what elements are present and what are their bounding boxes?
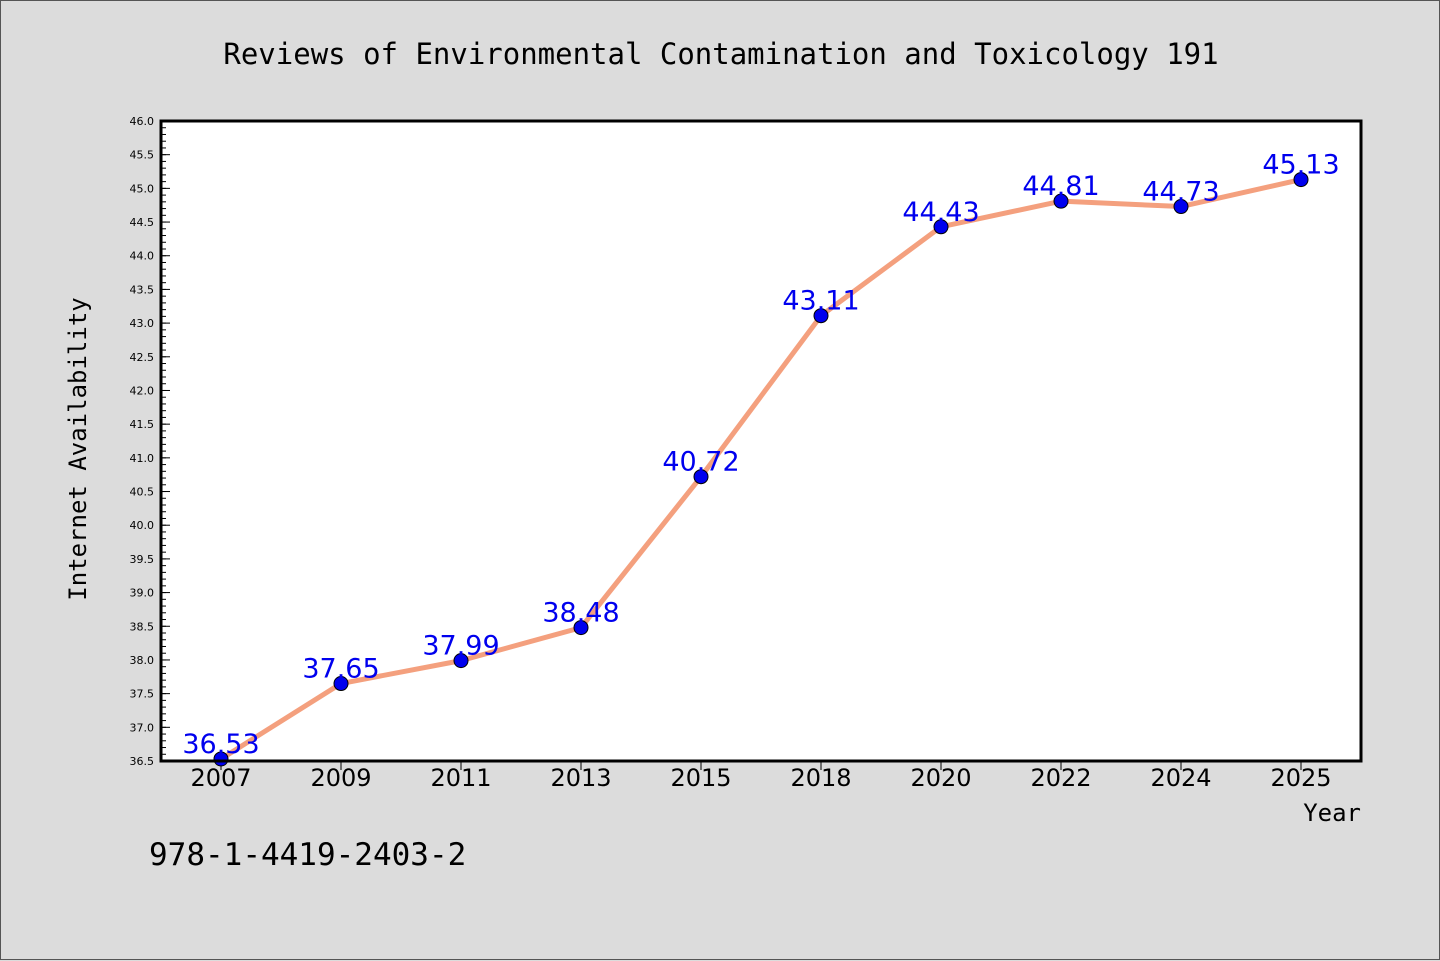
data-label: 40.72 <box>662 447 739 478</box>
y-tick-label: 42.0 <box>130 384 155 397</box>
series-layer: 36.53 37.65 37.99 38.48 40.72 43.11 44.43 44.81… <box>182 150 1340 767</box>
plot-frame <box>159 119 1363 763</box>
chart-title: Reviews of Environmental Contamination a… <box>223 37 1218 71</box>
data-label: 44.81 <box>1022 171 1099 202</box>
data-label: 36.53 <box>182 729 259 760</box>
data-point <box>573 620 589 636</box>
y-tick-label: 39.0 <box>130 587 155 600</box>
y-tick-label: 37.5 <box>130 688 155 701</box>
x-tick-label: 2011 <box>430 764 491 792</box>
y-tick-label: 40.0 <box>130 519 155 532</box>
y-tick-label: 38.0 <box>130 654 155 667</box>
data-label: 44.43 <box>902 197 979 228</box>
x-tick-label: 2020 <box>910 764 971 792</box>
y-tick-label: 38.5 <box>130 620 155 633</box>
y-tick-label: 45.0 <box>130 182 155 195</box>
y-tick-label: 45.5 <box>130 149 155 162</box>
y-axis-label: Internet Availability <box>64 297 92 600</box>
y-tick-label: 44.5 <box>130 216 155 229</box>
plot-area <box>161 121 1361 761</box>
data-label: 38.48 <box>542 598 619 629</box>
x-tick-label: 2018 <box>790 764 851 792</box>
data-label: 37.99 <box>422 631 499 662</box>
x-tick-label: 2013 <box>550 764 611 792</box>
data-point <box>813 308 829 324</box>
data-point <box>693 469 709 485</box>
y-tick-label: 42.5 <box>130 351 155 364</box>
data-point <box>1293 172 1309 188</box>
data-point <box>453 653 469 669</box>
data-label: 45.13 <box>1262 150 1339 181</box>
data-point <box>1053 193 1069 209</box>
y-tick-label: 46.0 <box>130 115 155 128</box>
data-point <box>333 676 349 692</box>
data-label: 37.65 <box>302 654 379 685</box>
y-tick-label: 41.5 <box>130 418 155 431</box>
data-point <box>1173 199 1189 215</box>
y-tick-label: 43.5 <box>130 283 155 296</box>
x-tick-label: 2022 <box>1030 764 1091 792</box>
x-tick-label: 2025 <box>1270 764 1331 792</box>
y-tick-label: 43.0 <box>130 317 155 330</box>
x-tick-label: 2007 <box>190 764 251 792</box>
data-point <box>933 219 949 235</box>
y-tick-label: 40.5 <box>130 486 155 499</box>
data-label: 43.11 <box>782 286 859 317</box>
y-axis: 36.5 37.0 37.5 38.0 38.5 39.0 39.5 40.0 40.5 41.0… <box>130 115 170 768</box>
y-tick-label: 36.5 <box>130 755 155 768</box>
x-axis-label: Year <box>1303 799 1361 827</box>
y-tick-label: 39.5 <box>130 553 155 566</box>
x-tick-label: 2009 <box>310 764 371 792</box>
series-line <box>219 177 1302 762</box>
x-tick-label: 2024 <box>1150 764 1211 792</box>
y-tick-label: 41.0 <box>130 452 155 465</box>
y-tick-label: 37.0 <box>130 721 155 734</box>
x-tick-label: 2015 <box>670 764 731 792</box>
isbn-footer: 978-1-4419-2403-2 <box>149 837 466 873</box>
y-tick-label: 44.0 <box>130 250 155 263</box>
x-axis: 2007 2009 2011 2013 2015 2018 2020 2022 2024 2025 <box>190 761 1332 792</box>
data-label: 44.73 <box>1142 177 1219 208</box>
